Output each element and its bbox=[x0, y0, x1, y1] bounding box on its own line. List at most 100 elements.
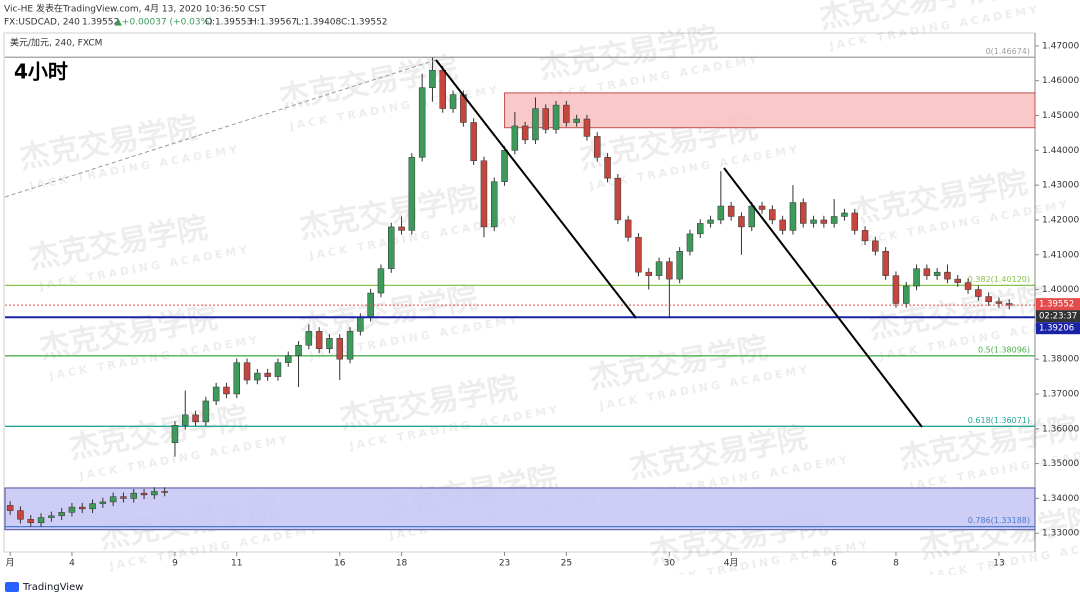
candle-body bbox=[624, 219, 632, 238]
x-tick-label: 18 bbox=[396, 559, 408, 569]
candle-body bbox=[223, 386, 230, 395]
y-tick-label: 1.38000 bbox=[1042, 355, 1079, 365]
brand[interactable]: TradingView bbox=[22, 582, 83, 593]
candle-body bbox=[697, 223, 704, 235]
candle-body bbox=[830, 216, 838, 224]
x-tick-label: 25 bbox=[561, 559, 572, 569]
candle-body bbox=[861, 230, 869, 242]
candle-body bbox=[604, 157, 611, 179]
y-tick-label: 1.45000 bbox=[1042, 111, 1079, 121]
y-tick-label: 1.35000 bbox=[1042, 459, 1079, 469]
y-tick-label: 1.47000 bbox=[1042, 41, 1079, 51]
candle-body bbox=[295, 345, 302, 356]
x-tick-label: 月 bbox=[6, 558, 15, 569]
x-tick-label: 13 bbox=[993, 559, 1004, 569]
timeframe: 4小时 bbox=[14, 60, 68, 84]
candle-body bbox=[738, 216, 745, 228]
candle-body bbox=[491, 181, 498, 228]
price-tag bbox=[1036, 322, 1080, 335]
candle-body bbox=[326, 338, 333, 349]
candle-body bbox=[521, 125, 529, 141]
trendline bbox=[435, 59, 637, 319]
countdown-tag bbox=[1036, 310, 1080, 323]
candle-body bbox=[758, 205, 766, 210]
x-tick-label: 6 bbox=[831, 559, 837, 569]
candle-body bbox=[480, 160, 488, 228]
candle-body bbox=[882, 251, 889, 276]
candle-body bbox=[903, 285, 910, 304]
candle-body bbox=[37, 517, 45, 524]
ohlc-open: O:1.39553 bbox=[205, 18, 252, 28]
fib-label: 0(1.46674) bbox=[986, 47, 1030, 56]
candle-body bbox=[666, 261, 673, 280]
candle-body bbox=[398, 226, 405, 231]
candle-body bbox=[449, 94, 457, 109]
price-tag-label: 1.39552 bbox=[1039, 300, 1074, 310]
y-tick-label: 1.44000 bbox=[1042, 146, 1079, 156]
ohlc-close: C:1.39552 bbox=[341, 18, 388, 28]
fib-label: 0.5(1.38096) bbox=[978, 345, 1030, 354]
candle-body bbox=[233, 362, 240, 395]
candle-body bbox=[439, 70, 446, 109]
candle-body bbox=[800, 202, 807, 224]
candle-body bbox=[645, 271, 652, 276]
candle-body bbox=[769, 209, 776, 221]
trendline bbox=[723, 167, 923, 428]
candle-body bbox=[202, 400, 210, 423]
plot: 1.33000 1.34000 1.35000 1.36000 1.37000 1.380… bbox=[4, 41, 1080, 569]
candle-body bbox=[48, 515, 55, 518]
candle-body bbox=[377, 268, 385, 294]
candle-body bbox=[408, 157, 416, 231]
candle-body bbox=[635, 237, 642, 273]
candle-body bbox=[913, 268, 920, 287]
candle-body bbox=[212, 386, 220, 402]
candle-body bbox=[563, 104, 570, 123]
candle-body bbox=[944, 271, 951, 280]
candle-body bbox=[264, 372, 271, 377]
header-line: Vic-HE 发表在TradingView.com, 4月 13, 2020 1… bbox=[4, 3, 266, 15]
candle-body bbox=[418, 87, 426, 158]
candle-body bbox=[171, 425, 179, 443]
candle-body bbox=[841, 212, 848, 217]
candle-body bbox=[573, 118, 580, 123]
candle-body bbox=[995, 301, 1003, 304]
candle-body bbox=[274, 362, 282, 377]
y-tick-label: 1.37000 bbox=[1042, 389, 1079, 399]
zone bbox=[4, 487, 1036, 531]
x-tick-label: 30 bbox=[664, 559, 676, 569]
y-tick-label: 1.33000 bbox=[1042, 529, 1079, 539]
y-tick-label: 1.46000 bbox=[1042, 76, 1079, 86]
candle-body bbox=[140, 492, 148, 496]
candle-body bbox=[975, 289, 982, 297]
candle-body bbox=[964, 282, 972, 290]
candle-body bbox=[17, 510, 24, 520]
candle-body bbox=[79, 506, 86, 510]
candle-body bbox=[6, 505, 14, 511]
candle-body bbox=[109, 496, 117, 503]
y-tick-label: 1.41000 bbox=[1042, 250, 1079, 260]
candle-body bbox=[388, 226, 395, 269]
y-tick-label: 1.36000 bbox=[1042, 424, 1079, 434]
candle-body bbox=[58, 512, 65, 517]
footer bbox=[0, 575, 1080, 600]
candle-body bbox=[583, 118, 591, 137]
candle-body bbox=[779, 219, 786, 231]
candle-body bbox=[182, 414, 189, 426]
ohlc-low: L:1.39408 bbox=[296, 18, 342, 28]
candle-body bbox=[315, 331, 323, 349]
candle-body bbox=[727, 205, 735, 217]
candle-body bbox=[933, 271, 941, 276]
candle-body bbox=[243, 362, 251, 381]
candle-body bbox=[27, 519, 34, 524]
candle-body bbox=[985, 296, 992, 302]
candle-body bbox=[429, 70, 436, 88]
candle-body bbox=[655, 261, 663, 276]
logo-icon bbox=[5, 582, 19, 592]
candle-body bbox=[68, 506, 76, 513]
candle-body bbox=[336, 338, 343, 360]
price-tag-label: 1.39206 bbox=[1039, 324, 1074, 334]
x-tick-label: 9 bbox=[172, 559, 178, 569]
candle-body bbox=[789, 202, 797, 231]
x-tick-label: 4月 bbox=[724, 558, 739, 569]
